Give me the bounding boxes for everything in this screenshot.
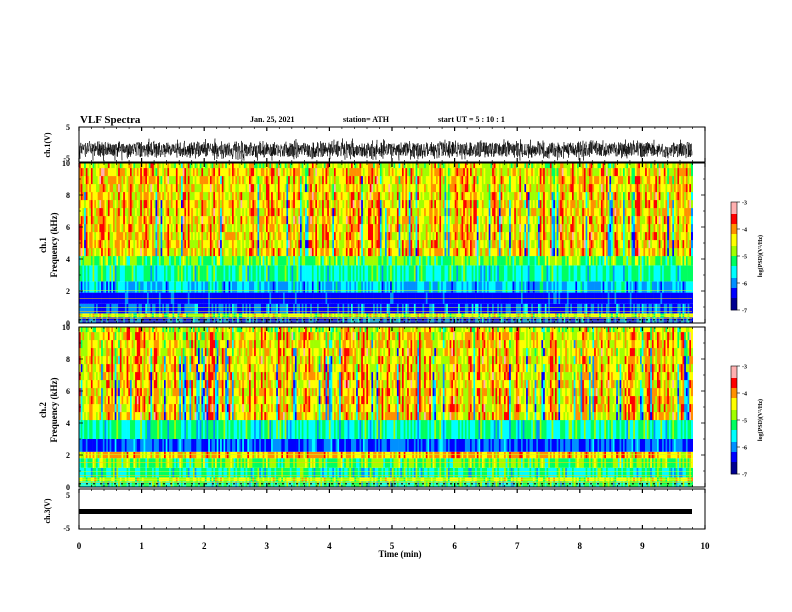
time-tick-label: 1 (139, 541, 144, 551)
chart-title: VLF Spectra (80, 114, 141, 126)
frequency-tick-label: 4 (66, 255, 70, 264)
ch1-ytick-bottom: -5 (63, 154, 70, 163)
ch1-frequency-axis-label: Frequency (kHz) (49, 212, 59, 277)
ch2-frequency-ticks: 0 2 4 6 8 10 (62, 323, 705, 492)
ch1-spectrogram-panel: 0 2 4 6 8 10 ch.1 Frequency (kHz) (38, 159, 706, 328)
ch2-colorbar: -3 -4 -5 -6 -7 log(PSD)(V²/Hz) (730, 365, 764, 479)
colorbar-tick-label: -5 (742, 255, 747, 261)
time-tick-label: 3 (265, 541, 270, 551)
frequency-tick-label: 10 (62, 159, 70, 168)
ch2-spectrogram-image (79, 327, 693, 487)
ch2-channel-label: ch.2 (38, 402, 48, 418)
time-tick-label: 10 (701, 541, 711, 551)
frequency-tick-label: 0 (66, 483, 70, 492)
frequency-tick-label: 6 (66, 387, 70, 396)
ch1-ylabel: ch.1(V) (43, 132, 52, 157)
ch2-colorbar-ticks: -3 -4 -5 -6 -7 (737, 365, 747, 479)
colorbar-tick-label: -4 (742, 392, 747, 398)
time-tick-label: 9 (640, 541, 645, 551)
colorbar-tick-label: -3 (742, 365, 747, 371)
frequency-tick-label: 10 (62, 323, 70, 332)
time-tick-label: 6 (452, 541, 457, 551)
time-tick-label: 7 (515, 541, 520, 551)
ch2-colorbar-gradient (731, 366, 737, 475)
time-tick-label: 4 (327, 541, 332, 551)
ch1-waveform-trace (79, 138, 693, 161)
colorbar-tick-label: -7 (742, 473, 747, 479)
ch3-ytick-top: 5 (66, 491, 70, 500)
colorbar-tick-label: -7 (742, 309, 747, 315)
ch1-spectrogram-image (79, 163, 693, 323)
frequency-tick-label: 8 (66, 191, 70, 200)
ch1-colorbar-label: log(PSD)(V²/Hz) (757, 235, 764, 277)
time-tick-label: 8 (578, 541, 583, 551)
ch1-ytick-top: 5 (66, 123, 70, 132)
frequency-tick-label: 8 (66, 355, 70, 364)
ch1-colorbar: -3 -4 -5 -6 -7 log(PSD)(V²/Hz) (730, 201, 764, 315)
colorbar-tick-label: -3 (742, 201, 747, 207)
time-tick-label: 0 (77, 541, 82, 551)
colorbar-tick-label: -5 (742, 419, 747, 425)
ch2-colorbar-label: log(PSD)(V²/Hz) (757, 399, 764, 441)
ch3-waveform-trace (79, 509, 692, 514)
date-label: Jan. 25, 2021 (250, 115, 294, 124)
frequency-tick-label: 0 (66, 319, 70, 328)
frequency-tick-label: 2 (66, 451, 70, 460)
ch1-waveform-panel: 5 -5 ch.1(V) (43, 123, 706, 163)
time-tick-label: 5 (390, 541, 395, 551)
frequency-tick-label: 2 (66, 287, 70, 296)
time-ticks (78, 127, 706, 529)
ch1-waveform-line (79, 138, 693, 161)
ch1-channel-label: ch.1 (38, 237, 48, 253)
colorbar-tick-label: -4 (742, 228, 747, 234)
time-tick-labels: 0 1 2 3 4 5 6 7 8 9 10 (77, 541, 710, 551)
time-tick-label: 2 (202, 541, 207, 551)
ch2-spectrogram-panel: 0 2 4 6 8 10 ch.2 Frequency (kHz) (38, 323, 706, 492)
ch2-frequency-axis-label: Frequency (kHz) (49, 377, 59, 442)
ch1-colorbar-ticks: -3 -4 -5 -6 -7 (737, 201, 747, 315)
time-axis-label: Time (min) (378, 549, 421, 559)
frequency-tick-label: 4 (66, 419, 70, 428)
station-label: station= ATH (343, 115, 390, 124)
colorbar-tick-label: -6 (742, 282, 747, 288)
ch1-colorbar-gradient (731, 202, 737, 311)
ch3-ytick-bottom: -5 (63, 524, 70, 533)
frequency-tick-label: 6 (66, 223, 70, 232)
colorbar-tick-label: -6 (742, 446, 747, 452)
ch3-ylabel: ch.3(V) (43, 498, 52, 523)
ch1-frequency-ticks: 0 2 4 6 8 10 (62, 159, 705, 328)
ch3-waveform-panel: 5 -5 ch.3(V) (43, 488, 706, 533)
start-time-label: start UT = 5 : 10 : 1 (438, 115, 505, 124)
